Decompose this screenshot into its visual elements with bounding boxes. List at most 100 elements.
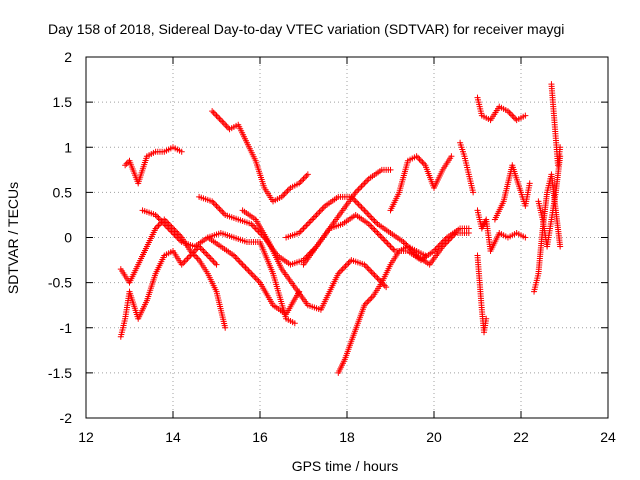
data-point-marker [304,220,311,227]
data-point-marker [557,243,564,250]
data-point-marker [214,204,221,211]
data-point-marker [365,211,372,218]
data-point-marker [252,225,259,232]
series-sat-q [491,162,533,223]
data-point-marker [448,153,455,160]
data-point-marker [207,255,214,262]
data-point-marker [342,263,349,270]
data-point-marker [357,184,364,191]
data-point-marker [232,254,239,261]
data-point-marker [355,186,362,193]
data-point-marker [219,208,226,215]
data-point-marker [216,115,223,122]
data-point-marker [216,205,223,212]
data-point-marker [306,219,313,226]
data-point-marker [212,260,219,267]
x-tick-label: 24 [600,429,616,445]
data-point-marker [181,258,188,265]
data-point-marker [183,257,190,264]
series-sat-g [204,229,298,327]
data-point-marker [358,183,365,190]
x-tick-label: 22 [513,429,529,445]
data-point-marker [284,187,291,194]
data-point-marker [217,207,224,214]
data-point-marker [194,255,201,262]
data-point-marker [357,202,364,209]
data-point-marker [241,263,248,270]
data-point-marker [310,214,317,221]
data-point-marker [509,112,516,119]
data-point-marker [367,267,374,274]
data-point-marker [242,264,249,271]
data-point-marker [371,272,378,279]
data-point-marker [236,258,243,265]
data-point-marker [380,236,387,243]
series-sat-p [474,252,490,336]
data-point-marker [344,261,350,268]
data-point-marker [297,178,304,185]
data-point-marker [206,254,213,261]
data-point-marker [470,189,477,196]
data-point-marker [384,240,391,247]
data-point-marker [159,219,166,226]
data-point-marker [199,246,205,253]
data-point-marker [438,240,445,247]
series-sat-k [335,243,429,376]
data-point-marker [419,159,426,166]
data-point-marker [368,269,375,276]
series-sat-t [548,81,564,169]
data-point-marker [178,148,185,155]
data-point-marker [158,217,165,224]
data-point-marker [354,187,361,194]
data-point-marker [243,266,250,273]
data-point-marker [313,211,320,218]
data-point-marker [368,294,375,301]
data-point-marker [439,239,446,246]
data-point-marker [299,226,306,233]
series-sat-e [209,108,311,205]
data-point-marker [235,257,242,264]
data-point-marker [190,249,197,256]
series-sat-f [196,166,394,268]
data-point-marker [222,324,229,331]
data-point-marker [442,236,449,243]
data-point-marker [210,109,217,116]
x-axis-title: GPS time / hours [292,458,399,474]
x-tick-label: 16 [252,429,268,445]
data-point-marker [370,225,377,232]
data-point-marker [238,260,245,267]
data-point-marker [162,222,169,229]
y-tick-label: -1.5 [48,365,72,381]
data-point-marker [245,267,252,274]
data-point-marker [415,154,422,161]
data-point-marker [367,296,374,303]
data-point-marker [209,108,216,115]
data-point-marker [286,186,292,193]
data-point-marker [200,248,207,255]
data-point-marker [381,237,388,244]
data-point-marker [441,237,448,244]
data-point-marker [217,117,224,124]
grid-lines [86,57,608,418]
data-point-marker [299,177,306,184]
data-point-marker [213,202,220,209]
data-point-marker [213,112,220,119]
data-point-marker [373,219,379,226]
data-point-marker [367,213,374,220]
data-point-marker [303,172,310,179]
x-tick-label: 20 [426,429,442,445]
data-point-marker [300,225,307,232]
data-point-marker [301,223,308,230]
data-point-marker [212,111,219,118]
data-point-marker [359,181,366,188]
data-point-marker [304,171,311,178]
data-point-marker [557,144,564,151]
data-point-marker [346,258,353,265]
data-point-marker [303,222,310,229]
data-point-marker [175,236,182,243]
data-point-marker [315,210,321,217]
data-point-marker [364,264,371,271]
data-point-marker [252,275,259,282]
data-point-marker [213,261,220,268]
